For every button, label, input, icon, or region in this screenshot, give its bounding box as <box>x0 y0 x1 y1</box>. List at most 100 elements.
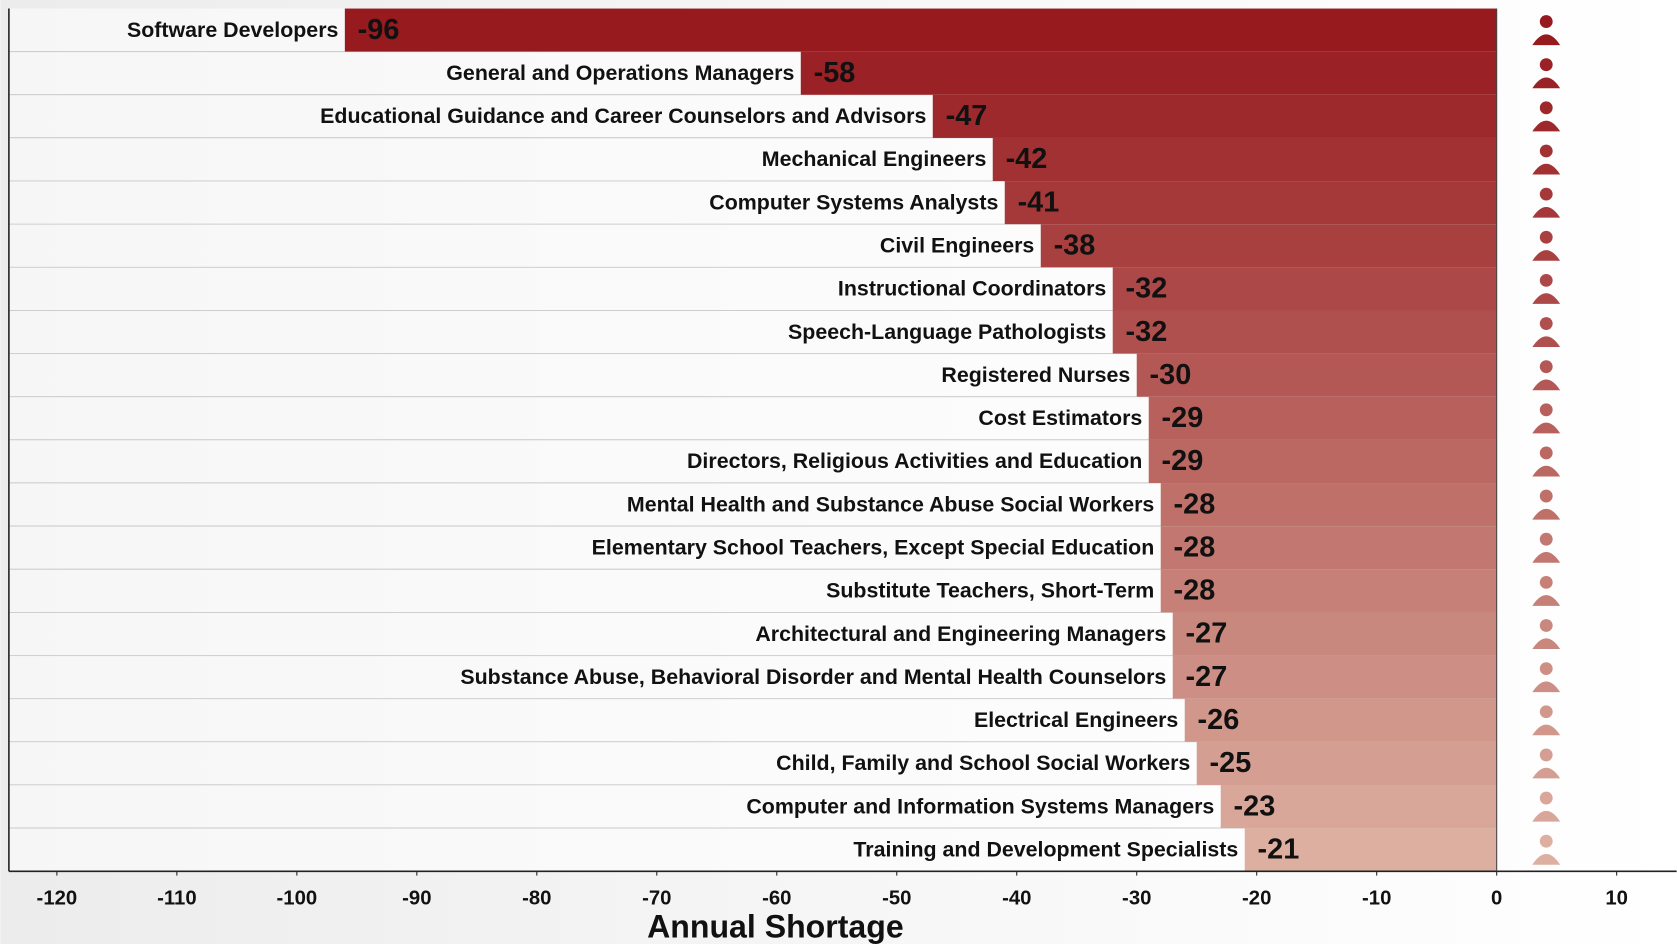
value-label: -28 <box>1174 531 1216 563</box>
icon <box>1532 791 1561 822</box>
icon-body <box>1532 250 1561 261</box>
icon-body <box>1532 34 1561 46</box>
value-label: -27 <box>1186 661 1228 693</box>
icon-head <box>1539 662 1553 676</box>
bar <box>1112 310 1497 354</box>
icon-head <box>1539 791 1553 805</box>
category-label: Child, Family and School Social Workers <box>776 751 1190 775</box>
icon-body <box>1532 595 1561 606</box>
icon <box>1532 360 1561 391</box>
category-label: Cost Estimators <box>978 406 1142 430</box>
bar <box>1220 785 1497 829</box>
category-label: Speech-Language Pathologists <box>788 320 1106 344</box>
x-tick-label: -20 <box>1242 887 1271 909</box>
bar <box>1196 741 1497 786</box>
value-label: -32 <box>1126 273 1168 305</box>
icon-head <box>1539 705 1553 719</box>
icon-head <box>1539 58 1553 72</box>
icon-body <box>1532 552 1561 563</box>
category-label: Electrical Engineers <box>974 708 1178 732</box>
icon-head <box>1539 15 1553 28</box>
icon-body <box>1532 293 1561 304</box>
x-tick-label: -110 <box>157 887 197 909</box>
x-tick-label: -70 <box>642 887 671 909</box>
icon <box>1532 575 1561 606</box>
icon-head <box>1539 575 1553 589</box>
category-label: Educational Guidance and Career Counselo… <box>320 104 926 128</box>
icon-head <box>1539 187 1553 201</box>
icon <box>1532 273 1561 304</box>
value-label: -21 <box>1258 833 1300 865</box>
value-label: -29 <box>1162 445 1204 477</box>
icon-head <box>1539 273 1553 287</box>
icon-body <box>1532 379 1561 391</box>
category-label: Civil Engineers <box>880 234 1035 258</box>
bar <box>344 8 1497 52</box>
icon-body <box>1532 465 1561 477</box>
icon-body <box>1532 422 1561 434</box>
category-label: Instructional Coordinators <box>838 277 1106 301</box>
x-tick-label: -60 <box>762 887 791 909</box>
bar <box>1148 439 1497 484</box>
icon <box>1532 446 1561 477</box>
icon-body <box>1532 77 1561 89</box>
value-label: -25 <box>1210 747 1252 779</box>
icon <box>1532 834 1561 865</box>
category-label: Directors, Religious Activities and Educ… <box>687 449 1142 473</box>
x-tick-label: -90 <box>402 887 431 909</box>
icon-body <box>1532 767 1561 779</box>
value-label: -28 <box>1174 575 1216 607</box>
icon-head <box>1539 230 1553 244</box>
x-tick-label: -80 <box>522 887 551 909</box>
value-label: -41 <box>1018 186 1060 218</box>
x-tick-label: 0 <box>1491 887 1502 909</box>
x-axis-label: Annual Shortage <box>647 909 904 944</box>
bar <box>1112 267 1497 311</box>
x-tick-label: -30 <box>1122 887 1151 909</box>
category-label: Training and Development Specialists <box>853 837 1238 861</box>
icon-body <box>1532 724 1561 736</box>
bar <box>800 51 1497 95</box>
value-label: -27 <box>1186 618 1228 650</box>
value-label: -58 <box>814 57 856 89</box>
bar <box>992 137 1497 182</box>
icon-head <box>1539 101 1553 115</box>
bar <box>1004 181 1497 225</box>
icon-body <box>1532 120 1561 132</box>
category-label: Architectural and Engineering Managers <box>755 622 1166 646</box>
bar <box>932 94 1497 138</box>
bar <box>1136 353 1497 397</box>
value-label: -42 <box>1006 143 1048 175</box>
bar <box>1244 828 1497 872</box>
icon-head <box>1539 619 1553 632</box>
value-label: -96 <box>358 14 400 46</box>
x-tick-label: -10 <box>1362 887 1391 909</box>
category-label: Mental Health and Substance Abuse Social… <box>627 492 1155 516</box>
icon-head <box>1539 446 1553 460</box>
category-label: Elementary School Teachers, Except Speci… <box>592 535 1155 559</box>
bar <box>1148 396 1497 440</box>
icon <box>1532 532 1561 563</box>
category-label: Software Developers <box>127 18 339 42</box>
value-label: -26 <box>1198 704 1240 736</box>
icon-head <box>1539 403 1553 417</box>
icon-head <box>1539 317 1553 330</box>
category-label: Substance Abuse, Behavioral Disorder and… <box>460 665 1166 689</box>
icon <box>1532 15 1561 46</box>
bar <box>1172 655 1497 699</box>
category-label: Computer and Information Systems Manager… <box>746 794 1214 818</box>
icon-body <box>1532 810 1561 822</box>
icon <box>1532 489 1561 520</box>
value-label: -38 <box>1054 230 1096 262</box>
icon <box>1532 317 1561 348</box>
value-label: -28 <box>1174 488 1216 520</box>
value-label: -29 <box>1162 402 1204 434</box>
icon-body <box>1532 508 1561 520</box>
value-label: -23 <box>1234 790 1276 822</box>
category-label: Mechanical Engineers <box>762 147 987 171</box>
value-label: -47 <box>946 100 988 132</box>
icon <box>1532 58 1561 89</box>
x-tick-label: -50 <box>882 887 911 909</box>
